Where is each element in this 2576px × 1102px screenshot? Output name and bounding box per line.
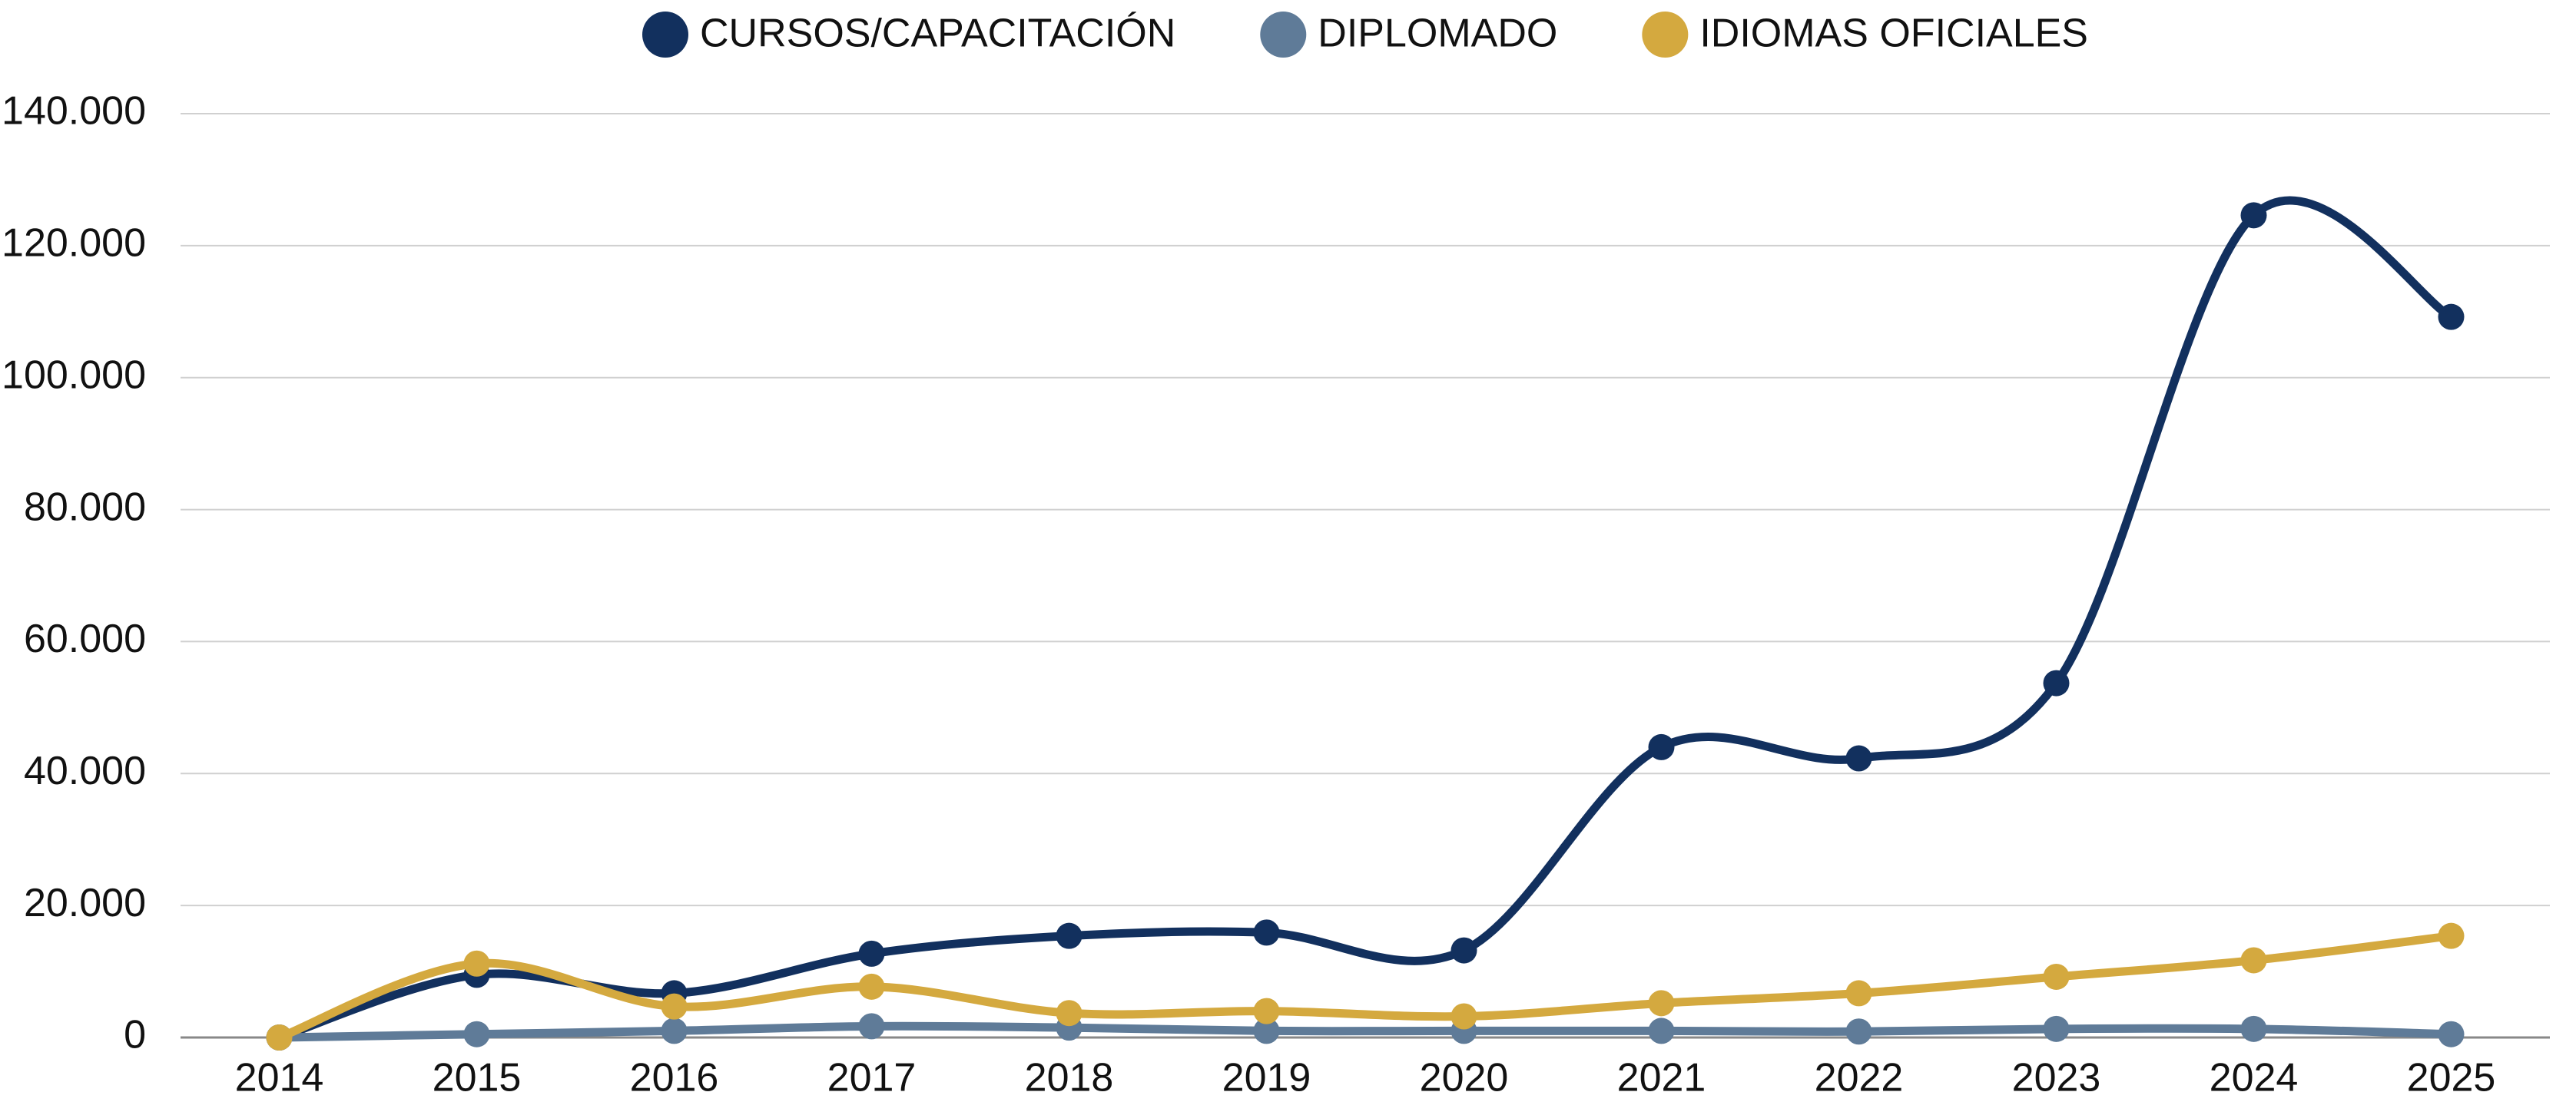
series-line [275,1021,2455,1042]
data-point [266,1024,293,1051]
data-point [1056,922,1082,949]
data-point [2240,1015,2267,1042]
x-tick-label: 2015 [433,1056,522,1100]
x-tick-label: 2020 [1420,1056,1509,1100]
x-tick-label: 2024 [2210,1056,2299,1100]
y-tick-label: 100.000 [2,352,146,397]
data-point [2043,1015,2070,1042]
x-tick-label: 2017 [827,1056,917,1100]
x-tick-label: 2018 [1025,1056,1114,1100]
legend-marker [1642,12,1689,58]
data-point [1648,733,1675,760]
x-tick-label: 2019 [1222,1056,1311,1100]
data-point [463,1021,490,1047]
data-point [1845,1018,1872,1045]
y-tick-label: 0 [124,1013,146,1057]
legend-marker [1260,12,1307,58]
y-tick-label: 120.000 [2,221,146,266]
legend-label: IDIOMAS OFICIALES [1699,12,2088,56]
legend: CURSOS/CAPACITACIÓN DIPLOMADO IDIOMAS OFIC… [642,12,2088,58]
data-point [1253,1018,1280,1044]
y-tick-label: 140.000 [2,89,146,134]
x-tick-label: 2022 [1815,1056,1904,1100]
x-tick-label: 2016 [630,1056,719,1100]
legend-marker [642,12,689,58]
x-tick-label: 2025 [2407,1056,2496,1100]
data-point [1450,937,1477,964]
series-line [275,932,2455,1042]
data-point [858,940,885,967]
y-tick-label: 40.000 [24,749,146,793]
x-tick-label: 2014 [235,1056,324,1100]
data-point [2240,947,2267,974]
data-point [1648,1018,1675,1044]
y-tick-label: 20.000 [24,881,146,925]
data-point [858,1013,885,1040]
data-point [661,993,688,1020]
data-point [1056,1000,1082,1027]
data-point [661,1018,688,1044]
x-tick-label: 2023 [2012,1056,2101,1100]
data-point [1845,745,1872,772]
legend-label: DIPLOMADO [1318,12,1557,56]
data-point [858,973,885,1000]
data-point [463,950,490,977]
y-tick-label: 80.000 [24,485,146,529]
data-point [2043,670,2070,697]
data-point [2438,1021,2465,1047]
series-line [275,196,2455,1042]
data-point [1845,980,1872,1007]
data-point [2043,963,2070,990]
data-point [1253,998,1280,1024]
data-point [1253,919,1280,946]
data-point [2240,202,2267,229]
data-point [2438,303,2465,330]
x-tick-label: 2021 [1617,1056,1706,1100]
legend-label: CURSOS/CAPACITACIÓN [700,12,1175,56]
data-point [2438,922,2465,949]
data-point [1648,990,1675,1017]
data-point [1450,1003,1477,1030]
y-tick-label: 60.000 [24,617,146,661]
